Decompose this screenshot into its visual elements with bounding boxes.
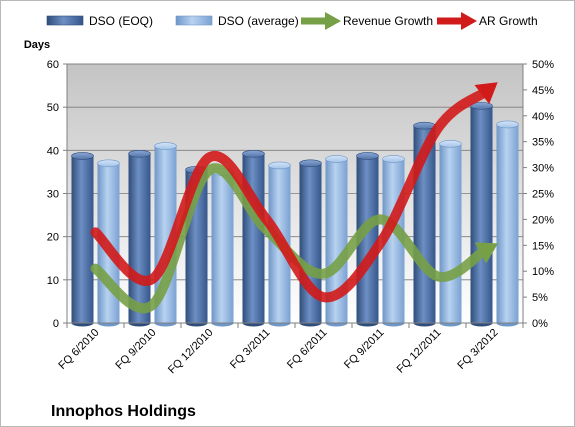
y-tick-label: 50: [47, 102, 59, 114]
legend-label: DSO (average): [218, 14, 299, 28]
legend-arrow: [461, 12, 477, 30]
legend-arrow: [325, 12, 341, 30]
x-tick-label: FQ 6/2011: [285, 327, 330, 372]
x-axis: FQ 6/2010 FQ 9/2010 FQ 12/2010 FQ 3/2011 FQ …: [56, 322, 524, 377]
bar: [299, 159, 322, 327]
bar: [325, 155, 348, 327]
line-series: [90, 82, 499, 314]
y2-tick-label: 50%: [532, 59, 554, 71]
x-tick-label: FQ 6/2010: [56, 327, 101, 372]
legend: DSO (EOQ) DSO (average) Revenue Growth AR G…: [46, 12, 538, 30]
y-tick-label: 30: [47, 189, 59, 201]
x-tick-label: FQ 3/2011: [228, 327, 273, 372]
chart-caption: Innophos Holdings: [51, 403, 196, 420]
y2-tick-label: 45%: [532, 85, 554, 97]
y2-tick-label: 30%: [532, 163, 554, 175]
y-tick-label: 20: [47, 232, 59, 244]
legend-item: Revenue Growth: [301, 12, 433, 30]
y2-tick-label: 35%: [532, 137, 554, 149]
y2-tick-label: 20%: [532, 214, 554, 226]
y-tick-label: 10: [47, 275, 59, 287]
legend-item: DSO (average): [175, 14, 299, 28]
y2-tick-label: 40%: [532, 111, 554, 123]
line-series-ar-growth: [90, 82, 498, 303]
series-arrowhead: [474, 242, 499, 264]
y-axis-title: Days: [24, 39, 50, 51]
y-axis-left: 0 10 20 30 40 50 60: [47, 59, 68, 330]
y-tick-label: 60: [47, 59, 59, 71]
series-arrowhead: [474, 82, 498, 104]
y-axis-right: 0% 5% 10% 15% 20% 25% 30% 35% 40% 45% 50%: [522, 59, 554, 330]
x-tick-label: FQ 12/2011: [395, 327, 444, 376]
y2-tick-label: 10%: [532, 266, 554, 278]
x-tick-label: FQ 12/2010: [166, 327, 216, 377]
bar: [71, 152, 94, 327]
y-tick-label: 40: [47, 145, 59, 157]
bar: [496, 120, 519, 327]
x-tick-label: FQ 9/2011: [342, 327, 387, 372]
y2-tick-label: 25%: [532, 189, 554, 201]
bar: [470, 102, 493, 327]
legend-item: DSO (EOQ): [46, 14, 153, 28]
y2-tick-label: 15%: [532, 240, 554, 252]
x-tick-label: FQ 3/2012: [455, 327, 500, 372]
legend-label: DSO (EOQ): [89, 14, 153, 28]
legend-swatch: [46, 15, 84, 26]
bar: [439, 140, 462, 327]
legend-label: AR Growth: [479, 14, 538, 28]
legend-item: AR Growth: [437, 12, 538, 30]
legend-label: Revenue Growth: [343, 14, 433, 28]
x-tick-label: FQ 9/2010: [113, 327, 158, 372]
y2-tick-label: 5%: [532, 292, 548, 304]
y2-tick-label: 0%: [532, 318, 548, 330]
bar: [242, 149, 265, 327]
y-tick-label: 0: [53, 318, 59, 330]
bar: [211, 168, 234, 327]
legend-swatch: [175, 15, 213, 26]
series-line: [90, 87, 491, 303]
